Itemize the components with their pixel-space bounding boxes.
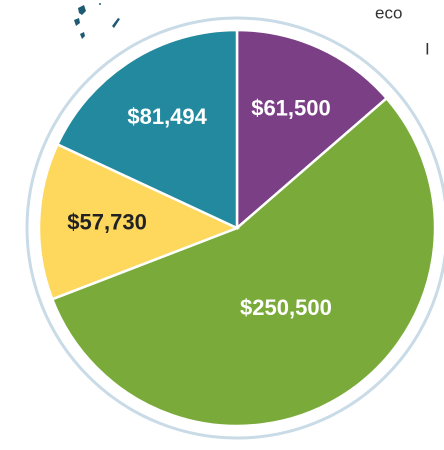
pie-slice bbox=[235, 28, 389, 231]
pie-slice bbox=[55, 28, 239, 230]
data-label: $81,494 bbox=[127, 104, 207, 129]
pie bbox=[37, 28, 437, 428]
data-label: $57,730 bbox=[67, 209, 147, 234]
data-label: $61,500 bbox=[251, 96, 331, 121]
data-label: $250,500 bbox=[240, 295, 332, 320]
pie-slice bbox=[37, 142, 241, 301]
pie-ring bbox=[25, 16, 444, 440]
decoration bbox=[74, 3, 125, 75]
pie-slice bbox=[50, 96, 437, 428]
labels: $61,500 $250,500 $57,730 $81,494 bbox=[67, 96, 332, 321]
text-fragment: I bbox=[425, 39, 430, 58]
text-fragment: eco bbox=[375, 3, 402, 22]
